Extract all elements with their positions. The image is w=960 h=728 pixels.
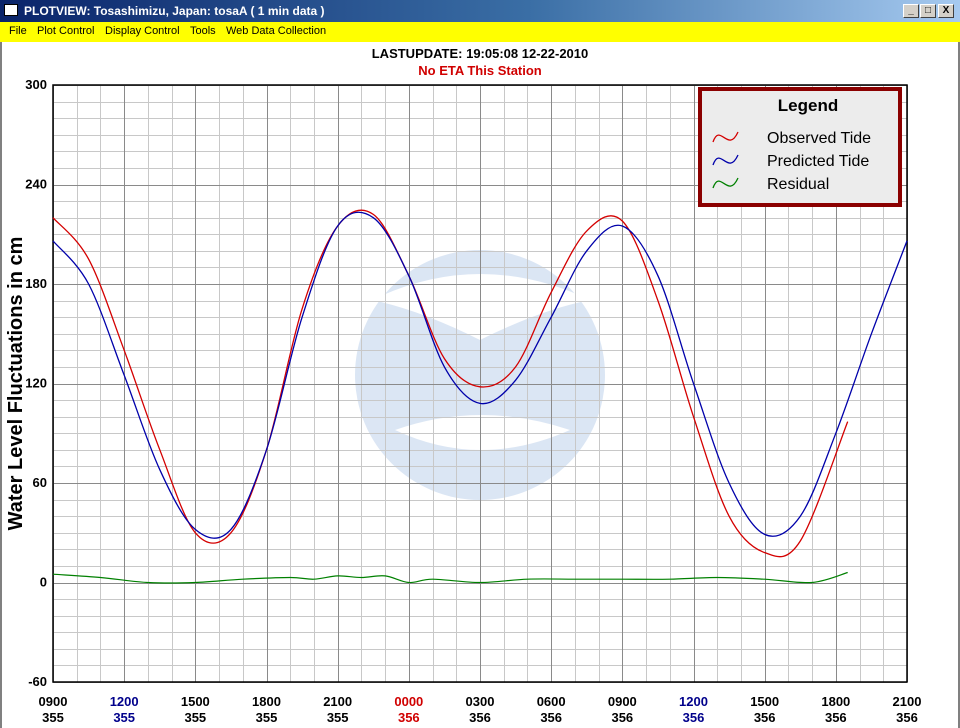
x-tick-time-label: 0300 [466, 694, 495, 709]
x-tick-day-label: 356 [754, 710, 776, 725]
menu-web-data-collection[interactable]: Web Data Collection [226, 25, 327, 37]
y-tick-label: 240 [25, 177, 47, 192]
window-frame-left [0, 42, 2, 728]
legend-entry-label: Predicted Tide [767, 153, 869, 170]
x-tick-day-label: 355 [184, 710, 206, 725]
x-tick-time-label: 0000 [394, 694, 423, 709]
residual-line [52, 571, 848, 584]
x-tick-time-label: 1500 [181, 694, 210, 709]
window-frame-right [958, 42, 960, 728]
x-tick-time-label: 0900 [39, 694, 68, 709]
x-tick-day-label: 356 [469, 710, 491, 725]
window-title: PLOTVIEW: Tosashimizu, Japan: tosaA ( 1 … [24, 4, 325, 18]
y-axis-label: Water Level Fluctuations in cm [5, 237, 27, 531]
x-tick-day-label: 355 [327, 710, 349, 725]
x-tick-day-label: 356 [611, 710, 633, 725]
x-tick-day-label: 355 [42, 710, 64, 725]
x-tick-time-label: 1200 [679, 694, 708, 709]
x-tick-time-label: 1800 [821, 694, 850, 709]
x-tick-time-label: 2100 [323, 694, 352, 709]
legend-title: Legend [778, 96, 838, 115]
plot-frame [52, 84, 908, 683]
x-tick-day-label: 355 [256, 710, 278, 725]
title-bar: PLOTVIEW: Tosashimizu, Japan: tosaA ( 1 … [0, 0, 960, 22]
menu-tools[interactable]: Tools [190, 25, 216, 37]
y-tick-label: 300 [25, 77, 47, 92]
x-tick-day-label: 355 [113, 710, 135, 725]
app-icon [4, 4, 18, 16]
y-tick-label: 180 [25, 276, 47, 291]
observed-tide-line [52, 209, 849, 558]
x-tick-time-label: 2100 [893, 694, 922, 709]
x-tick-time-label: 1200 [110, 694, 139, 709]
legend-swatch-icon [712, 177, 739, 189]
maximize-button[interactable]: □ [920, 4, 936, 18]
y-tick-label: 120 [25, 376, 47, 391]
x-tick-time-label: 0600 [537, 694, 566, 709]
minimize-button[interactable]: _ [903, 4, 919, 18]
x-tick-time-label: 1800 [252, 694, 281, 709]
y-tick-label: 60 [33, 475, 47, 490]
legend: Legend Observed Tide Predicted Tide Residua… [698, 87, 902, 207]
y-tick-label: -60 [28, 674, 47, 689]
x-tick-day-label: 356 [683, 710, 705, 725]
watermark-wave [395, 415, 570, 450]
menu-bar: File Plot Control Display Control Tools … [0, 22, 960, 42]
close-button[interactable]: X [938, 4, 954, 18]
x-tick-day-label: 356 [398, 710, 420, 725]
menu-file[interactable]: File [9, 25, 27, 37]
menu-plot-control[interactable]: Plot Control [37, 25, 95, 37]
eta-label: No ETA This Station [418, 63, 542, 78]
legend-swatch-icon [712, 154, 739, 166]
legend-box [698, 87, 902, 207]
legend-swatch-icon [712, 131, 739, 143]
x-tick-day-label: 356 [540, 710, 562, 725]
x-tick-day-label: 356 [825, 710, 847, 725]
x-tick-time-label: 1500 [750, 694, 779, 709]
x-tick-time-label: 0900 [608, 694, 637, 709]
predicted-tide-line [52, 211, 908, 539]
menu-display-control[interactable]: Display Control [105, 25, 180, 37]
last-update-label: LASTUPDATE: 19:05:08 12-22-2010 [371, 46, 589, 61]
legend-entry-label: Observed Tide [767, 130, 871, 147]
x-tick-day-label: 356 [896, 710, 918, 725]
legend-entry-label: Residual [767, 176, 829, 193]
y-tick-label: 0 [40, 575, 47, 590]
